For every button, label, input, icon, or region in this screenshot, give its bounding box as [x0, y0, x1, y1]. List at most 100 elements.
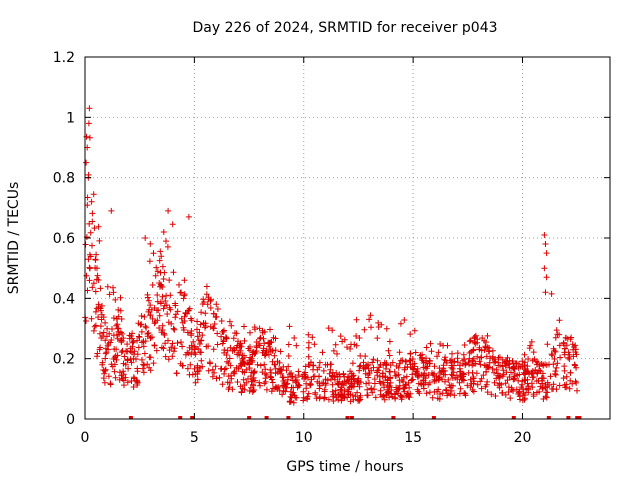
data-point	[572, 346, 579, 353]
data-point	[371, 386, 378, 393]
data-point	[87, 265, 93, 272]
data-point	[464, 382, 471, 389]
data-point	[161, 302, 168, 309]
data-point	[272, 347, 279, 354]
data-point	[357, 352, 364, 359]
data-point	[104, 325, 111, 332]
data-point	[313, 395, 320, 402]
data-point	[239, 385, 246, 392]
data-point	[156, 312, 163, 319]
data-point	[379, 370, 386, 377]
data-point	[256, 325, 263, 332]
data-point	[335, 396, 342, 403]
data-point	[353, 333, 360, 339]
data-point	[329, 327, 336, 334]
y-tick-label: 0.2	[53, 352, 75, 368]
data-point	[495, 359, 502, 366]
data-point	[397, 320, 404, 327]
data-point	[240, 376, 247, 383]
data-point	[397, 357, 404, 364]
data-point	[423, 390, 430, 397]
data-point	[508, 384, 515, 391]
data-point	[566, 356, 573, 362]
data-point	[454, 350, 461, 357]
data-point	[199, 332, 206, 339]
data-point	[422, 375, 429, 382]
data-point	[124, 348, 131, 355]
data-point	[178, 339, 184, 346]
data-point	[383, 360, 390, 367]
data-point	[542, 241, 549, 247]
data-point	[170, 325, 177, 332]
data-point	[285, 353, 292, 359]
data-point	[179, 343, 186, 350]
data-point	[450, 369, 457, 376]
data-point	[136, 334, 143, 341]
data-point	[149, 334, 155, 341]
data-point	[522, 359, 528, 366]
data-point	[519, 358, 526, 365]
data-point	[540, 362, 547, 369]
data-point	[233, 364, 240, 371]
data-point	[214, 341, 221, 348]
data-point	[178, 315, 185, 322]
data-point	[177, 289, 184, 296]
data-point	[88, 315, 95, 322]
y-tick-label: 1.2	[53, 50, 75, 66]
data-point	[544, 341, 551, 348]
data-point	[219, 328, 226, 335]
data-point	[489, 355, 496, 362]
data-point	[160, 305, 167, 312]
data-point	[471, 334, 478, 340]
data-point	[486, 345, 493, 351]
data-point	[156, 257, 163, 264]
data-point	[445, 376, 452, 383]
data-point	[372, 394, 379, 401]
data-point	[392, 372, 399, 379]
data-point	[470, 361, 477, 367]
data-point	[230, 335, 237, 342]
data-point	[344, 344, 350, 351]
data-point	[120, 368, 127, 375]
data-point	[493, 366, 500, 373]
data-point	[515, 365, 522, 371]
data-point	[203, 283, 210, 290]
zero-value-marker	[546, 416, 551, 419]
data-point	[85, 256, 92, 263]
data-point	[511, 363, 518, 370]
data-point	[249, 349, 256, 356]
data-point	[139, 339, 145, 346]
data-point	[370, 356, 377, 363]
data-point	[134, 365, 141, 372]
data-point	[384, 377, 391, 384]
data-point	[110, 315, 117, 321]
data-point	[483, 339, 489, 346]
data-point	[130, 338, 137, 345]
data-point	[130, 384, 137, 390]
data-point	[427, 340, 434, 347]
axes: 0 0.2 0.4 0.6 0.8 1 1.2 0 5 10 15 20	[53, 50, 611, 446]
data-point	[226, 318, 233, 325]
data-point	[238, 343, 245, 350]
data-point	[396, 382, 403, 389]
data-point	[205, 367, 212, 374]
data-point	[243, 366, 250, 373]
data-point	[181, 291, 188, 298]
data-point	[429, 394, 436, 401]
data-point	[210, 346, 217, 353]
data-point	[95, 223, 102, 230]
data-point	[371, 380, 378, 387]
data-point	[271, 352, 278, 359]
data-point	[536, 363, 543, 370]
data-point	[291, 335, 298, 341]
zero-value-marker	[286, 416, 291, 419]
data-point	[361, 326, 368, 333]
data-point	[450, 362, 457, 369]
data-point	[561, 349, 568, 356]
data-point	[435, 349, 442, 356]
data-point	[275, 384, 282, 390]
data-point	[102, 337, 109, 344]
data-point	[507, 395, 514, 402]
data-point	[220, 337, 227, 344]
data-point	[98, 311, 105, 318]
